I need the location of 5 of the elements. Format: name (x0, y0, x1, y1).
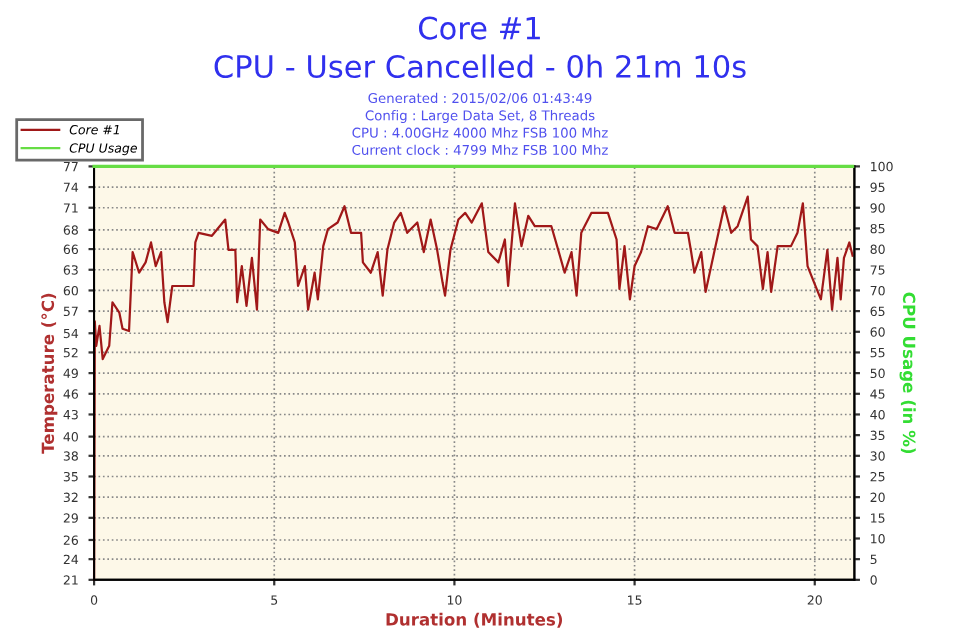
x-axis-title: Duration (Minutes) (386, 612, 563, 628)
y2-axis-title: CPU Usage (in %) (899, 292, 916, 454)
chart-subtitle: CPU - User Cancelled - 0h 21m 10s (214, 54, 746, 79)
y-axis-title: Temperature (°C) (41, 293, 58, 454)
chart-title: Core #1 (418, 16, 540, 40)
